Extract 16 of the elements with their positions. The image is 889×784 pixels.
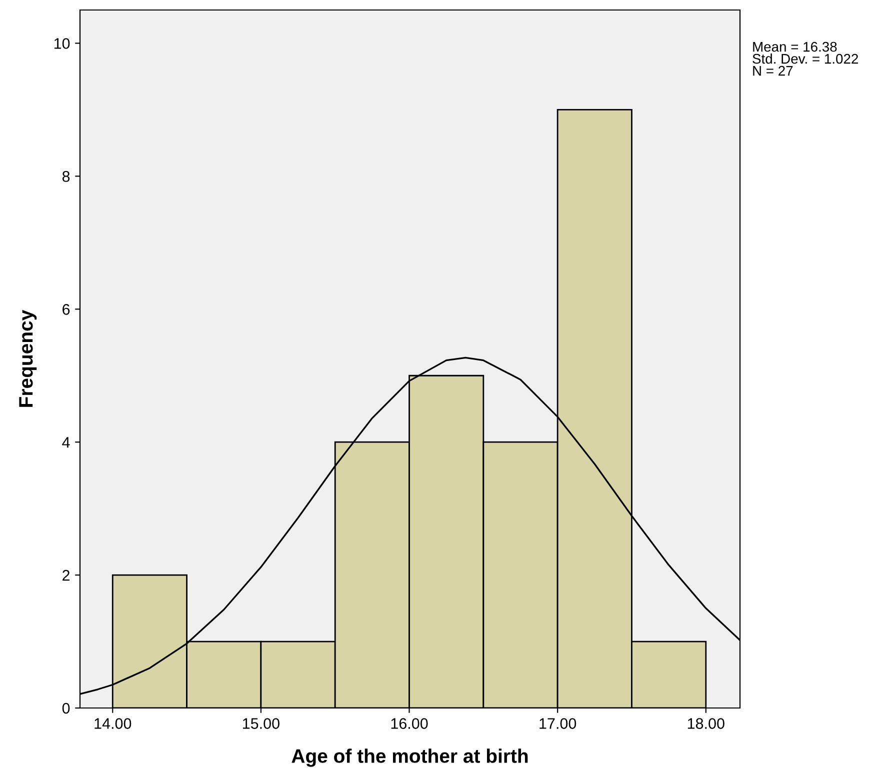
- text: Mean = 16.38: [753, 42, 837, 52]
- x-tick-label: 17.00: [540, 718, 576, 729]
- text: N = 27: [753, 66, 793, 76]
- x-tick-label: 15.00: [242, 718, 280, 729]
- y-tick-label: 6: [62, 304, 70, 315]
- x-tick-label: 18.00: [688, 718, 724, 729]
- x-axis-title: Age of the mother at birth: [292, 748, 528, 767]
- y-tick-label: 10: [54, 38, 70, 49]
- x-tick-label: 14.00: [94, 718, 132, 729]
- y-tick-label: 8: [62, 171, 70, 182]
- y-tick-label: 4: [62, 437, 70, 448]
- y-tick-label: 0: [62, 702, 70, 714]
- y-tick-label: 2: [62, 570, 70, 581]
- x-tick-label: 16.00: [391, 718, 428, 729]
- y-axis-title: Frequency: [19, 310, 37, 407]
- text: Std. Dev. = 1.022: [752, 54, 858, 64]
